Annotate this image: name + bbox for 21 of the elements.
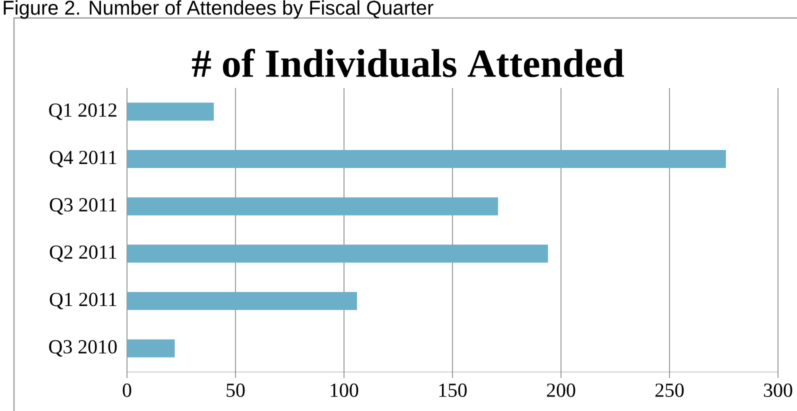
y-tick-label: Q3 2011 [50, 198, 116, 215]
x-tick-label: 250 [655, 384, 684, 397]
x-tick-label: 300 [764, 384, 792, 397]
y-tick-label: Q3 2010 [49, 340, 117, 357]
x-tick-label: 50 [226, 384, 245, 397]
y-tick-label: Q1 2011 [50, 292, 116, 310]
bar [127, 150, 726, 168]
caption: Figure 2. Number of Attendees by Fiscal Quarter [4, 0, 434, 19]
chart-title: # of Individuals Attended [192, 48, 624, 78]
y-tick-label: Q4 2011 [50, 150, 116, 168]
y-tick-label: Q1 2012 [49, 103, 116, 120]
x-tick-label: 150 [439, 384, 467, 397]
x-tick-label: 200 [546, 384, 576, 397]
bar [127, 244, 548, 263]
bar [127, 339, 175, 358]
bar [127, 102, 214, 121]
x-tick-label: 0 [122, 384, 132, 397]
y-tick-label: Q2 2011 [50, 245, 116, 262]
bar [127, 292, 358, 310]
x-tick-label: 100 [330, 384, 358, 397]
bar [127, 197, 498, 216]
